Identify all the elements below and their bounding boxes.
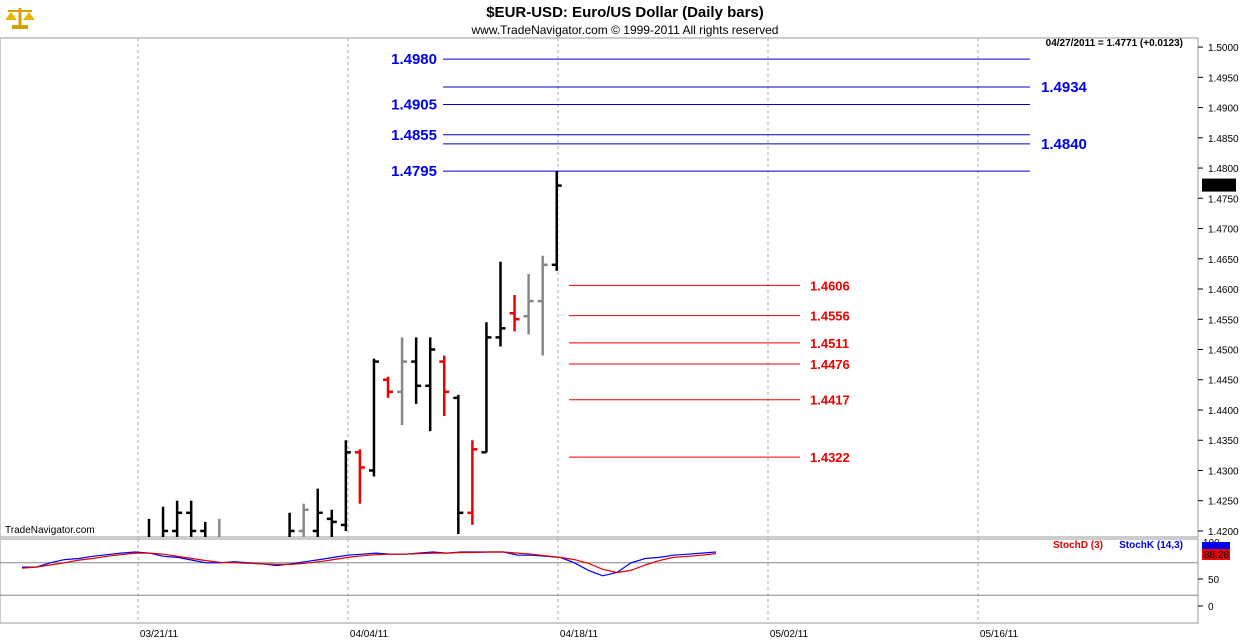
ohlc-bar bbox=[298, 503, 309, 537]
ohlc-bar bbox=[537, 255, 548, 356]
price-tick-label: 1.4850 bbox=[1208, 134, 1239, 145]
last-price-tag bbox=[1202, 178, 1236, 192]
price-tick-label: 1.4950 bbox=[1208, 73, 1239, 84]
stoch-tick-label: 0 bbox=[1208, 602, 1214, 613]
scales-left-pan-icon bbox=[5, 12, 17, 20]
stochd-last-tag bbox=[1202, 549, 1230, 560]
stoch-panel-frame bbox=[0, 538, 1199, 624]
ohlc-bar bbox=[481, 322, 492, 454]
price-panel-frame bbox=[0, 37, 1199, 538]
ohlc-bar bbox=[312, 488, 323, 537]
resistance-label: 1.4980 bbox=[391, 51, 437, 68]
stoch-last-label: 88.28 bbox=[1204, 550, 1229, 561]
ohlc-bar bbox=[397, 337, 408, 426]
support-label: 1.4606 bbox=[810, 278, 850, 293]
ohlc-bar bbox=[368, 358, 379, 477]
price-tick-label: 1.4500 bbox=[1208, 345, 1239, 356]
ohlc-bar bbox=[439, 355, 450, 417]
ohlc-bars bbox=[147, 171, 562, 537]
last-price-label: 1.4771 bbox=[1205, 182, 1236, 193]
price-tick-label: 1.4600 bbox=[1208, 285, 1239, 296]
date-tick-label: 05/02/11 bbox=[770, 629, 809, 640]
ohlc-bar bbox=[288, 512, 295, 537]
stochk-line bbox=[22, 551, 717, 577]
trade-navigator-logo bbox=[1, 1, 39, 35]
stochastic-lines bbox=[0, 551, 1198, 596]
ohlc-bar bbox=[411, 337, 422, 404]
resistance-label: 1.4840 bbox=[1041, 136, 1087, 153]
price-axis: 1.50001.49501.49001.48501.48001.47501.47… bbox=[1198, 43, 1239, 538]
ohlc-bar bbox=[495, 261, 506, 347]
date-tick-label: 04/04/11 bbox=[350, 629, 389, 640]
last-quote-readout: 04/27/2011 = 1.4771 (+0.0123) bbox=[1046, 38, 1183, 49]
support-label: 1.4322 bbox=[810, 450, 850, 465]
ohlc-bar bbox=[467, 440, 478, 525]
date-tick-label: 03/21/11 bbox=[140, 629, 179, 640]
ohlc-bar bbox=[453, 394, 464, 534]
price-tick-label: 1.4300 bbox=[1208, 466, 1239, 477]
scales-right-pan-icon bbox=[23, 12, 35, 20]
copyright-subtitle: www.TradeNavigator.com © 1999-2011 All r… bbox=[471, 23, 779, 37]
price-tick-label: 1.4650 bbox=[1208, 255, 1239, 266]
ohlc-bar bbox=[161, 506, 169, 537]
ohlc-bar bbox=[383, 376, 394, 398]
ohlc-bar bbox=[425, 337, 436, 432]
resistance-label: 1.4855 bbox=[391, 127, 437, 144]
stochd-line bbox=[21, 551, 717, 574]
stochk-legend: StochK (14,3) bbox=[1119, 540, 1183, 551]
price-tick-label: 1.5000 bbox=[1208, 43, 1239, 54]
price-tick-label: 1.4700 bbox=[1208, 225, 1239, 236]
ohlc-bar bbox=[326, 509, 337, 537]
price-tick-label: 1.4200 bbox=[1208, 527, 1239, 538]
date-tick-label: 04/18/11 bbox=[560, 629, 599, 640]
resistance-label: 1.4934 bbox=[1041, 79, 1088, 96]
date-axis: 03/21/11 04/04/11 04/18/11 05/02/11 05/16/11 bbox=[140, 629, 1019, 640]
ohlc-bar bbox=[354, 449, 365, 504]
watermark-text: TradeNavigator.com bbox=[5, 525, 95, 536]
stoch-tick-label: 50 bbox=[1208, 575, 1220, 586]
price-tick-label: 1.4800 bbox=[1208, 164, 1239, 175]
ohlc-bar bbox=[186, 500, 197, 537]
scales-base-icon bbox=[12, 25, 28, 29]
price-tick-label: 1.4450 bbox=[1208, 376, 1239, 387]
stochd-legend: StochD (3) bbox=[1053, 540, 1103, 551]
ohlc-bar bbox=[523, 273, 534, 335]
ohlc-bar bbox=[551, 171, 562, 271]
stochk-last-tag bbox=[1202, 542, 1230, 551]
support-label: 1.4417 bbox=[810, 393, 850, 408]
ohlc-bar bbox=[340, 440, 351, 531]
price-tick-label: 1.4750 bbox=[1208, 194, 1239, 205]
ohlc-bar bbox=[172, 500, 183, 537]
resistance-label: 1.4905 bbox=[391, 97, 437, 114]
price-tick-label: 1.4400 bbox=[1208, 406, 1239, 417]
price-tick-label: 1.4550 bbox=[1208, 315, 1239, 326]
price-tick-label: 1.4900 bbox=[1208, 104, 1239, 115]
price-levels: 1.4980 1.4934 1.4905 1.4855 1.4840 1.4795 1.46… bbox=[391, 51, 1087, 465]
stoch-axis: 50010088.28 bbox=[1198, 538, 1230, 613]
support-label: 1.4476 bbox=[810, 357, 850, 372]
ohlc-bar bbox=[509, 295, 520, 332]
support-label: 1.4511 bbox=[810, 336, 849, 351]
resistance-label: 1.4795 bbox=[391, 163, 437, 180]
price-tick-label: 1.4350 bbox=[1208, 436, 1239, 447]
support-label: 1.4556 bbox=[810, 309, 850, 324]
scales-beam-icon bbox=[8, 10, 32, 12]
ohlc-bar bbox=[200, 521, 207, 537]
date-tick-label: 05/16/11 bbox=[980, 629, 1019, 640]
scales-post-icon bbox=[18, 8, 22, 26]
price-tick-label: 1.4250 bbox=[1208, 497, 1239, 508]
chart-title: $EUR-USD: Euro/US Dollar (Daily bars) bbox=[486, 4, 764, 21]
ohlc-bar bbox=[218, 518, 221, 537]
